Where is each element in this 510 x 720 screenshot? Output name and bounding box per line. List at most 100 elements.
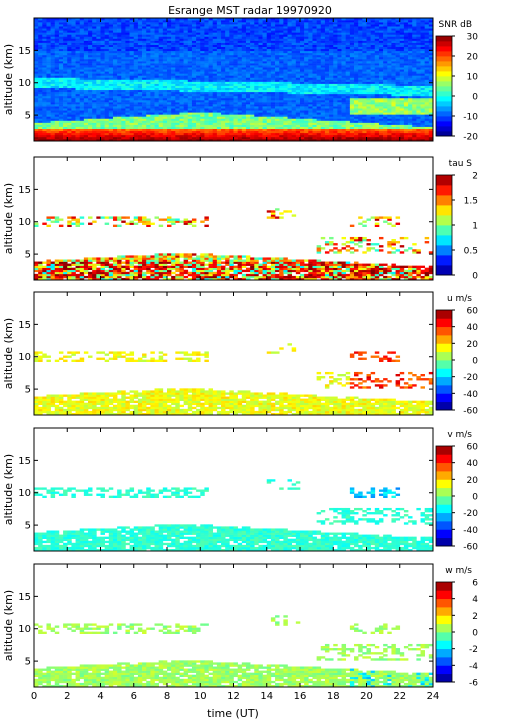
heatmap-cell — [108, 87, 114, 91]
heatmap-cell — [300, 126, 305, 129]
heatmap-cell — [133, 20, 139, 23]
heatmap-cell — [137, 69, 143, 72]
heatmap-cell — [142, 40, 147, 43]
heatmap-cell — [275, 30, 280, 33]
heatmap-cell — [38, 130, 43, 134]
heatmap-cell — [233, 34, 238, 37]
heatmap-cell — [245, 91, 251, 95]
heatmap-cell — [142, 116, 147, 119]
heatmap-cell — [75, 48, 81, 52]
heatmap-cell — [287, 77, 292, 80]
heatmap-cell — [275, 95, 280, 99]
heatmap-cell — [279, 114, 284, 117]
heatmap-cell — [58, 132, 64, 136]
heatmap-cell — [117, 50, 122, 54]
heatmap-cell — [50, 54, 56, 58]
heatmap-cell — [183, 128, 189, 132]
heatmap-cell — [71, 116, 76, 119]
heatmap-cell — [333, 63, 338, 66]
heatmap-cell — [63, 112, 68, 115]
heatmap-cell — [150, 136, 155, 140]
heatmap-cell — [75, 108, 81, 111]
heatmap-cell — [104, 36, 110, 39]
heatmap-cell — [212, 75, 218, 78]
heatmap-cell — [183, 42, 189, 45]
heatmap-cell — [221, 52, 226, 56]
heatmap-cell — [229, 28, 234, 31]
heatmap-cell — [212, 69, 218, 72]
heatmap-cell — [362, 34, 367, 37]
heatmap-cell — [179, 18, 184, 21]
heatmap-cell — [67, 81, 72, 84]
heatmap-cell — [100, 108, 105, 111]
heatmap-cell — [275, 36, 280, 39]
heatmap-cell — [250, 79, 255, 82]
heatmap-cell — [250, 126, 255, 129]
heatmap-cell — [187, 26, 193, 29]
heatmap-cell — [179, 106, 184, 109]
heatmap-cell — [245, 136, 251, 140]
heatmap-cell — [333, 83, 338, 86]
heatmap-cell — [100, 110, 105, 113]
heatmap-cell — [58, 136, 64, 140]
heatmap-cell — [171, 20, 176, 23]
heatmap-cell — [233, 114, 238, 117]
heatmap-cell — [291, 95, 297, 99]
heatmap-cell — [287, 71, 292, 74]
heatmap-cell — [229, 22, 234, 25]
heatmap-cell — [308, 24, 313, 27]
heatmap-cell — [158, 61, 164, 64]
heatmap-cell — [121, 138, 126, 142]
heatmap-cell — [320, 73, 326, 76]
heatmap-cell — [341, 81, 347, 84]
heatmap-cell — [191, 46, 197, 50]
heatmap-cell — [221, 63, 226, 66]
heatmap-cell — [225, 44, 230, 47]
heatmap-cell — [362, 44, 367, 47]
heatmap-cell — [96, 65, 101, 68]
heatmap-cell — [146, 120, 151, 123]
heatmap-cell — [320, 85, 326, 88]
heatmap-cell — [204, 22, 209, 25]
heatmap-cell — [108, 42, 114, 45]
heatmap-cell — [92, 28, 97, 31]
heatmap-cell — [212, 122, 218, 125]
heatmap-cell — [216, 28, 222, 31]
heatmap-cell — [137, 40, 143, 43]
heatmap-cell — [83, 40, 89, 43]
heatmap-cell — [104, 42, 110, 45]
heatmap-cell — [34, 44, 39, 47]
heatmap-cell — [121, 34, 126, 37]
heatmap-cell — [300, 54, 305, 58]
heatmap-cell — [54, 104, 60, 107]
heatmap-cell — [146, 65, 151, 68]
heatmap-cell — [154, 118, 159, 121]
heatmap-cell — [100, 95, 105, 99]
heatmap-cell — [262, 110, 268, 113]
heatmap-cell — [204, 136, 209, 140]
heatmap-cell — [137, 52, 143, 56]
heatmap-cell — [191, 30, 197, 33]
heatmap-cell — [50, 77, 56, 80]
heatmap-cell — [354, 134, 359, 138]
heatmap-cell — [88, 28, 93, 31]
heatmap-cell — [212, 104, 218, 107]
heatmap-cell — [104, 32, 110, 35]
heatmap-cell — [67, 130, 72, 134]
heatmap-cell — [63, 73, 68, 76]
heatmap-cell — [88, 54, 93, 58]
heatmap-cell — [283, 126, 288, 129]
heatmap-cell — [112, 138, 118, 142]
heatmap-cell — [167, 114, 172, 117]
heatmap-cell — [196, 40, 201, 43]
heatmap-cell — [287, 38, 292, 41]
heatmap-cell — [175, 73, 180, 76]
heatmap-cell — [121, 130, 126, 134]
heatmap-cell — [42, 114, 47, 117]
heatmap-cell — [300, 122, 305, 125]
heatmap-cell — [88, 95, 93, 99]
heatmap-cell — [229, 124, 234, 127]
heatmap-cell — [312, 61, 317, 64]
heatmap-cell — [133, 73, 139, 76]
heatmap-cell — [79, 36, 85, 39]
